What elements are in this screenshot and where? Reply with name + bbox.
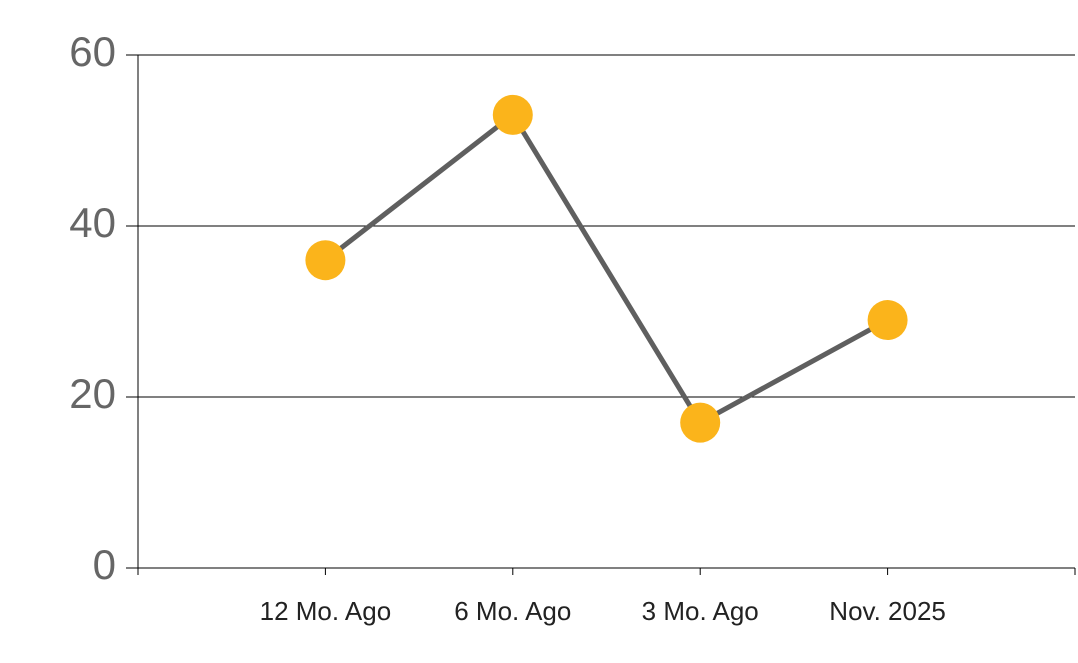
data-point <box>867 300 908 341</box>
y-tick-label: 20 <box>69 370 116 417</box>
x-tick-label: Nov. 2025 <box>829 596 946 626</box>
y-tick-label: 60 <box>69 28 116 75</box>
x-tick-label: 6 Mo. Ago <box>454 596 571 626</box>
y-tick-label: 0 <box>93 541 116 588</box>
data-point <box>492 94 533 135</box>
data-point <box>680 402 721 443</box>
data-point <box>305 240 346 281</box>
y-tick-label: 40 <box>69 199 116 246</box>
series-line <box>323 112 889 426</box>
x-tick-label: 12 Mo. Ago <box>260 596 392 626</box>
x-tick-label: 3 Mo. Ago <box>642 596 759 626</box>
